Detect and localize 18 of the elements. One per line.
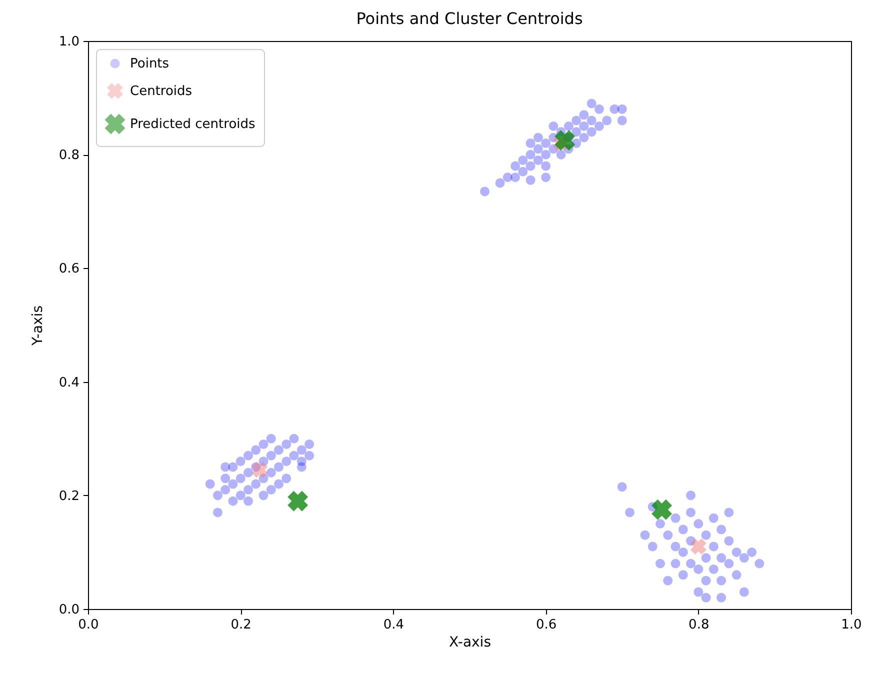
x-tick-label: 0.2 — [230, 618, 252, 632]
y-tick-label: 0.8 — [58, 148, 80, 164]
x-tick-label: 0.6 — [536, 618, 557, 632]
x-tick-label: 0.8 — [688, 618, 710, 632]
y-tick-label: 1.0 — [58, 34, 80, 50]
y-axis-title: Y-axis — [30, 306, 46, 346]
legend-label: Points — [130, 56, 170, 72]
x-tick-label: 0.4 — [383, 618, 404, 632]
legend-label: Centroids — [130, 84, 192, 99]
y-tick-label: 0.2 — [58, 488, 80, 504]
x-axis-title: X-axis — [449, 634, 491, 650]
chart-title: Points and Cluster Centroids — [356, 9, 583, 28]
y-tick-label: 0.4 — [58, 375, 80, 390]
legend-label: Predicted centroids — [130, 117, 256, 132]
x-tick-label: 0.0 — [78, 618, 99, 632]
y-tick-label: 0.0 — [58, 602, 80, 618]
x-tick-label: 1.0 — [841, 618, 862, 632]
y-tick-label: 0.6 — [58, 262, 80, 277]
